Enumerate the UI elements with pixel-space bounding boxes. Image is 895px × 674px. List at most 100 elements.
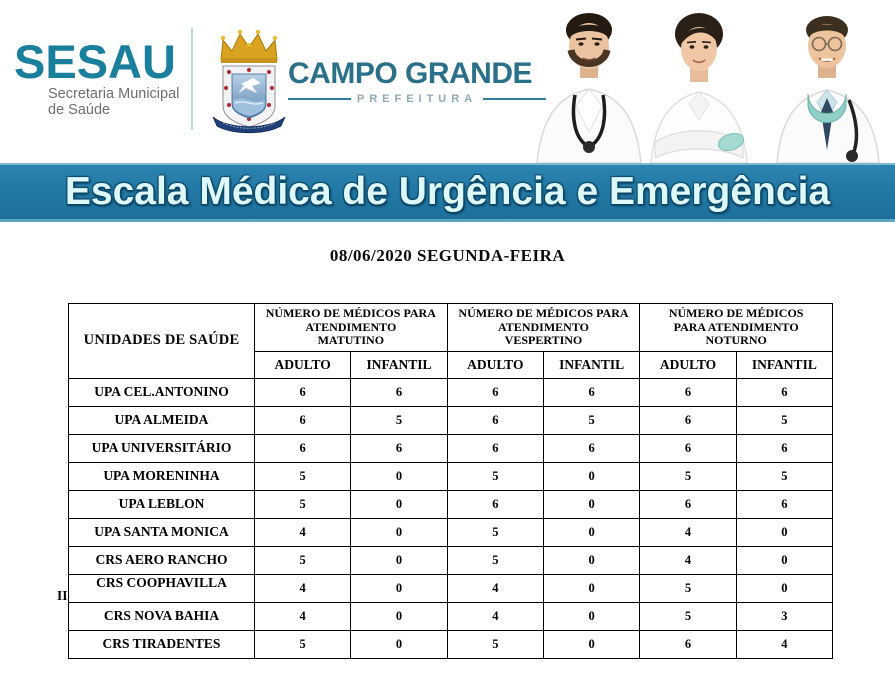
value-cell: 6: [639, 489, 737, 519]
value-cell: 6: [446, 489, 544, 519]
table-row: CRS AERO RANCHO 5 0 5 0 4 0: [68, 545, 834, 575]
value-cell: 6: [639, 377, 737, 407]
value-cell: 5: [639, 573, 737, 603]
doctors-photo: [536, 13, 880, 163]
value-cell: 0: [350, 517, 448, 547]
value-cell: 5: [446, 545, 544, 575]
value-cell: 0: [350, 545, 448, 575]
logo-divider: [191, 28, 193, 130]
table-row: UPA SANTA MONICA 4 0 5 0 4 0: [68, 517, 834, 547]
header-row-sub: ADULTO INFANTIL ADULTO INFANTIL ADULTO INFANT…: [69, 350, 834, 379]
value-cell: 4: [735, 629, 834, 659]
value-cell: 6: [446, 433, 544, 463]
value-cell: 6: [639, 405, 737, 435]
value-cell: 4: [253, 601, 352, 631]
unit-cell: CRS TIRADENTES: [68, 629, 255, 659]
subheader-infantil-vespertino: INFANTIL: [542, 350, 641, 379]
sesau-subtitle: Secretaria Municipal de Saúde: [48, 86, 179, 118]
value-cell: 5: [446, 517, 544, 547]
value-cell: 0: [735, 517, 834, 547]
table-row: UPA LEBLON 5 0 6 0 6 6: [68, 489, 834, 519]
value-cell: 0: [542, 629, 641, 659]
subheader-infantil-matutino: INFANTIL: [350, 350, 448, 379]
schedule-table-head: UNIDADES DE SAÚDE NÚMERO DE MÉDICOS PARA A…: [68, 303, 834, 379]
value-cell: 6: [253, 405, 352, 435]
unit-cell: CRS COOPHAVILLA II: [57, 573, 255, 603]
table-row: UPA CEL.ANTONINO 6 6 6 6 6 6: [68, 377, 834, 407]
table-row: CRS TIRADENTES 5 0 5 0 6 4: [68, 629, 834, 659]
value-cell: 5: [639, 461, 737, 491]
value-cell: 0: [542, 545, 641, 575]
unit-cell: UPA SANTA MONICA: [68, 517, 255, 547]
units-header: UNIDADES DE SAÚDE: [68, 303, 255, 379]
value-cell: 6: [639, 433, 737, 463]
value-cell: 0: [542, 489, 641, 519]
group-header-matutino: NÚMERO DE MÉDICOS PARA ATENDIMENTO MATUTIN…: [254, 303, 448, 352]
value-cell: 6: [639, 629, 737, 659]
prefeitura-right-line: [483, 98, 546, 100]
value-cell: 5: [542, 405, 641, 435]
value-cell: 0: [350, 573, 448, 603]
unit-cell: UPA MORENINHA: [68, 461, 255, 491]
value-cell: 6: [446, 405, 544, 435]
subheader-adulto-matutino: ADULTO: [253, 350, 352, 379]
subheader-adulto-vespertino: ADULTO: [446, 350, 544, 379]
top-header: SESAU Secretaria Municipal de Saúde: [0, 0, 895, 163]
sesau-subtitle-line1: Secretaria Municipal: [48, 86, 180, 102]
value-cell: 5: [735, 461, 834, 491]
value-cell: 6: [350, 377, 448, 407]
group-header-noturno: NÚMERO DE MÉDICOS PARA ATENDIMENTO NOTURNO: [639, 303, 833, 352]
value-cell: 6: [542, 433, 641, 463]
value-cell: 5: [350, 405, 448, 435]
prefeitura-row: PREFEITURA: [288, 93, 546, 105]
value-cell: 0: [542, 517, 641, 547]
value-cell: 0: [542, 573, 641, 603]
value-cell: 4: [253, 517, 352, 547]
value-cell: 5: [446, 461, 544, 491]
value-cell: 0: [350, 629, 448, 659]
table-row: UPA UNIVERSITÁRIO 6 6 6 6 6 6: [68, 433, 834, 463]
campo-grande-logo: CAMPO GRANDE PREFEITURA: [288, 58, 546, 105]
value-cell: 6: [735, 377, 834, 407]
value-cell: 5: [253, 545, 352, 575]
value-cell: 5: [446, 629, 544, 659]
sesau-logo: SESAU Secretaria Municipal de Saúde: [14, 35, 179, 118]
title-banner: Escala Médica de Urgência e Emergência: [0, 163, 895, 222]
value-cell: 5: [253, 489, 352, 519]
date-heading: 08/06/2020 SEGUNDA-FEIRA: [329, 246, 566, 265]
value-cell: 0: [350, 489, 448, 519]
schedule-table: UNIDADES DE SAÚDE NÚMERO DE MÉDICOS PARA A…: [57, 303, 834, 659]
sesau-subtitle-line2: de Saúde: [48, 102, 111, 118]
unit-cell: UPA UNIVERSITÁRIO: [68, 433, 255, 463]
value-cell: 0: [542, 461, 641, 491]
value-cell: 0: [735, 573, 834, 603]
value-cell: 6: [253, 377, 352, 407]
subheader-infantil-noturno: INFANTIL: [735, 350, 834, 379]
value-cell: 5: [735, 405, 834, 435]
unit-cell: UPA LEBLON: [68, 489, 255, 519]
sesau-logo-text: SESAU: [14, 35, 176, 88]
value-cell: 5: [253, 461, 352, 491]
campo-grande-text: CAMPO GRANDE: [288, 57, 533, 90]
value-cell: 6: [350, 433, 448, 463]
subheader-adulto-noturno: ADULTO: [639, 350, 737, 379]
value-cell: 4: [639, 545, 737, 575]
value-cell: 3: [735, 601, 834, 631]
value-cell: 5: [253, 629, 352, 659]
group-header-vespertino: NÚMERO DE MÉDICOS PARA ATENDIMENTO VESPERT…: [446, 303, 641, 352]
value-cell: 0: [735, 545, 834, 575]
value-cell: 0: [542, 601, 641, 631]
value-cell: 6: [253, 433, 352, 463]
value-cell: 6: [446, 377, 544, 407]
table-row: CRS COOPHAVILLA II 4 0 4 0 5 0: [57, 573, 834, 603]
unit-cell: CRS NOVA BAHIA: [68, 601, 255, 631]
value-cell: 4: [253, 573, 352, 603]
campo-grande-coat-of-arms-icon: [212, 29, 286, 134]
value-cell: 6: [735, 489, 834, 519]
table-row: UPA MORENINHA 5 0 5 0 5 5: [68, 461, 834, 491]
doctor-male-right: [776, 16, 880, 163]
value-cell: 5: [639, 601, 737, 631]
doctor-female-middle: [650, 13, 748, 163]
value-cell: 0: [350, 601, 448, 631]
